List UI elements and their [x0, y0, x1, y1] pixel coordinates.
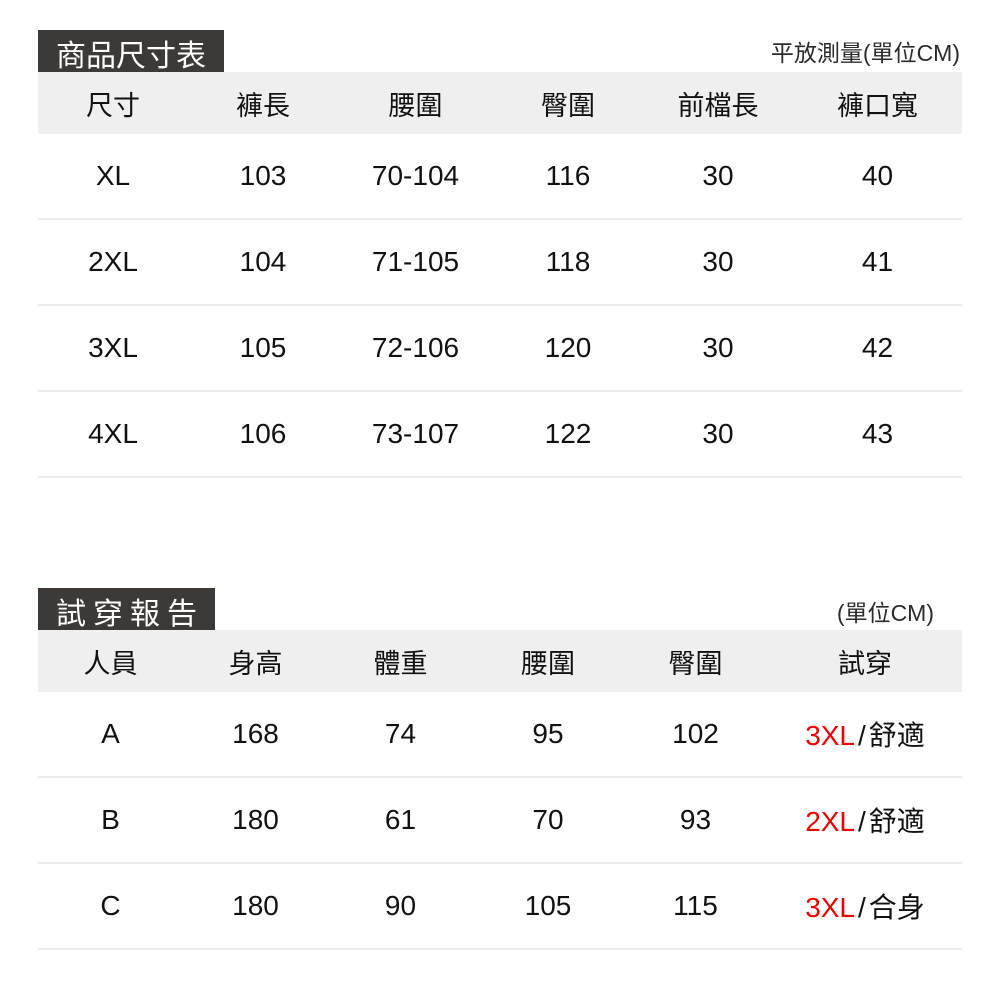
cell-leg-opening: 43 [793, 391, 962, 478]
table-header-row: 尺寸 褲長 腰圍 臀圍 前檔長 褲口寬 [38, 72, 962, 134]
cell-hip: 118 [493, 219, 643, 306]
cell-hip: 122 [493, 391, 643, 478]
cell-waist: 105 [473, 863, 623, 950]
fit-unit-note: (單位CM) [836, 600, 934, 626]
fit-separator: / [858, 892, 866, 923]
cell-weight: 74 [328, 692, 473, 778]
size-table-body: XL 103 70-104 116 30 40 2XL 104 71-105 1… [38, 134, 962, 478]
column-header-leg-opening: 褲口寬 [793, 72, 962, 134]
cell-waist: 70 [473, 777, 623, 864]
column-header-pant-length: 褲長 [188, 72, 338, 134]
cell-person: B [38, 777, 183, 864]
fit-table-body: A 168 74 95 102 3XL / 舒適 B 180 61 70 93 2X… [38, 692, 962, 950]
size-table-header: 尺寸 褲長 腰圍 臀圍 前檔長 褲口寬 [38, 72, 962, 134]
cell-person: A [38, 692, 183, 778]
fit-separator: / [858, 806, 866, 837]
column-header-hip: 臀圍 [623, 630, 768, 692]
cell-height: 168 [183, 692, 328, 778]
cell-waist: 95 [473, 692, 623, 778]
cell-leg-opening: 41 [793, 219, 962, 306]
table-row: 2XL 104 71-105 118 30 41 [38, 219, 962, 306]
table-row: C 180 90 105 115 3XL / 合身 [38, 863, 962, 950]
fit-report-table: 人員 身高 體重 腰圍 臀圍 試穿 A 168 74 95 102 3XL / 舒適 [38, 630, 962, 950]
table-row: A 168 74 95 102 3XL / 舒適 [38, 692, 962, 778]
cell-fit-result: 2XL / 舒適 [768, 777, 962, 864]
cell-pant-length: 103 [188, 134, 338, 220]
column-header-weight: 體重 [328, 630, 473, 692]
cell-size: 3XL [38, 305, 188, 392]
fit-table-header: 人員 身高 體重 腰圍 臀圍 試穿 [38, 630, 962, 692]
fit-size-value: 3XL [805, 892, 856, 923]
column-header-height: 身高 [183, 630, 328, 692]
table-row: 4XL 106 73-107 122 30 43 [38, 391, 962, 478]
cell-waist: 70-104 [338, 134, 493, 220]
fit-comment: 舒適 [868, 720, 925, 751]
cell-person: C [38, 863, 183, 950]
table-row: XL 103 70-104 116 30 40 [38, 134, 962, 220]
cell-front-rise: 30 [643, 219, 793, 306]
cell-front-rise: 30 [643, 391, 793, 478]
cell-size: 4XL [38, 391, 188, 478]
cell-height: 180 [183, 777, 328, 864]
column-header-hip: 臀圍 [493, 72, 643, 134]
cell-waist: 72-106 [338, 305, 493, 392]
product-size-table: 尺寸 褲長 腰圍 臀圍 前檔長 褲口寬 XL 103 70-104 116 30… [38, 72, 962, 478]
cell-weight: 61 [328, 777, 473, 864]
fit-title-row: 試穿報告 (單位CM) [38, 558, 962, 644]
column-header-size: 尺寸 [38, 72, 188, 134]
cell-front-rise: 30 [643, 134, 793, 220]
cell-waist: 73-107 [338, 391, 493, 478]
cell-hip: 120 [493, 305, 643, 392]
fit-size-value: 3XL [805, 720, 856, 751]
column-header-fit: 試穿 [768, 630, 962, 692]
table-row: B 180 61 70 93 2XL / 舒適 [38, 777, 962, 864]
cell-height: 180 [183, 863, 328, 950]
cell-hip: 93 [623, 777, 768, 864]
column-header-front-rise: 前檔長 [643, 72, 793, 134]
cell-pant-length: 105 [188, 305, 338, 392]
cell-size: 2XL [38, 219, 188, 306]
fit-comment: 舒適 [868, 806, 925, 837]
cell-hip: 116 [493, 134, 643, 220]
fit-report-section: 試穿報告 (單位CM) 人員 身高 體重 腰圍 臀圍 試穿 A [0, 558, 1000, 950]
cell-leg-opening: 40 [793, 134, 962, 220]
cell-waist: 71-105 [338, 219, 493, 306]
cell-front-rise: 30 [643, 305, 793, 392]
cell-fit-result: 3XL / 合身 [768, 863, 962, 950]
fit-size-value: 2XL [805, 806, 856, 837]
size-unit-note: 平放測量(單位CM) [770, 40, 960, 66]
table-row: 3XL 105 72-106 120 30 42 [38, 305, 962, 392]
cell-hip: 102 [623, 692, 768, 778]
column-header-person: 人員 [38, 630, 183, 692]
column-header-waist: 腰圍 [473, 630, 623, 692]
cell-hip: 115 [623, 863, 768, 950]
cell-pant-length: 106 [188, 391, 338, 478]
fit-comment: 合身 [868, 892, 925, 923]
cell-leg-opening: 42 [793, 305, 962, 392]
cell-fit-result: 3XL / 舒適 [768, 692, 962, 778]
size-title-row: 商品尺寸表 平放測量(單位CM) [38, 0, 962, 86]
table-header-row: 人員 身高 體重 腰圍 臀圍 試穿 [38, 630, 962, 692]
column-header-waist: 腰圍 [338, 72, 493, 134]
cell-weight: 90 [328, 863, 473, 950]
cell-size: XL [38, 134, 188, 220]
product-size-section: 商品尺寸表 平放測量(單位CM) 尺寸 褲長 腰圍 臀圍 前檔長 褲口寬 XL [0, 0, 1000, 478]
fit-separator: / [858, 720, 866, 751]
cell-pant-length: 104 [188, 219, 338, 306]
